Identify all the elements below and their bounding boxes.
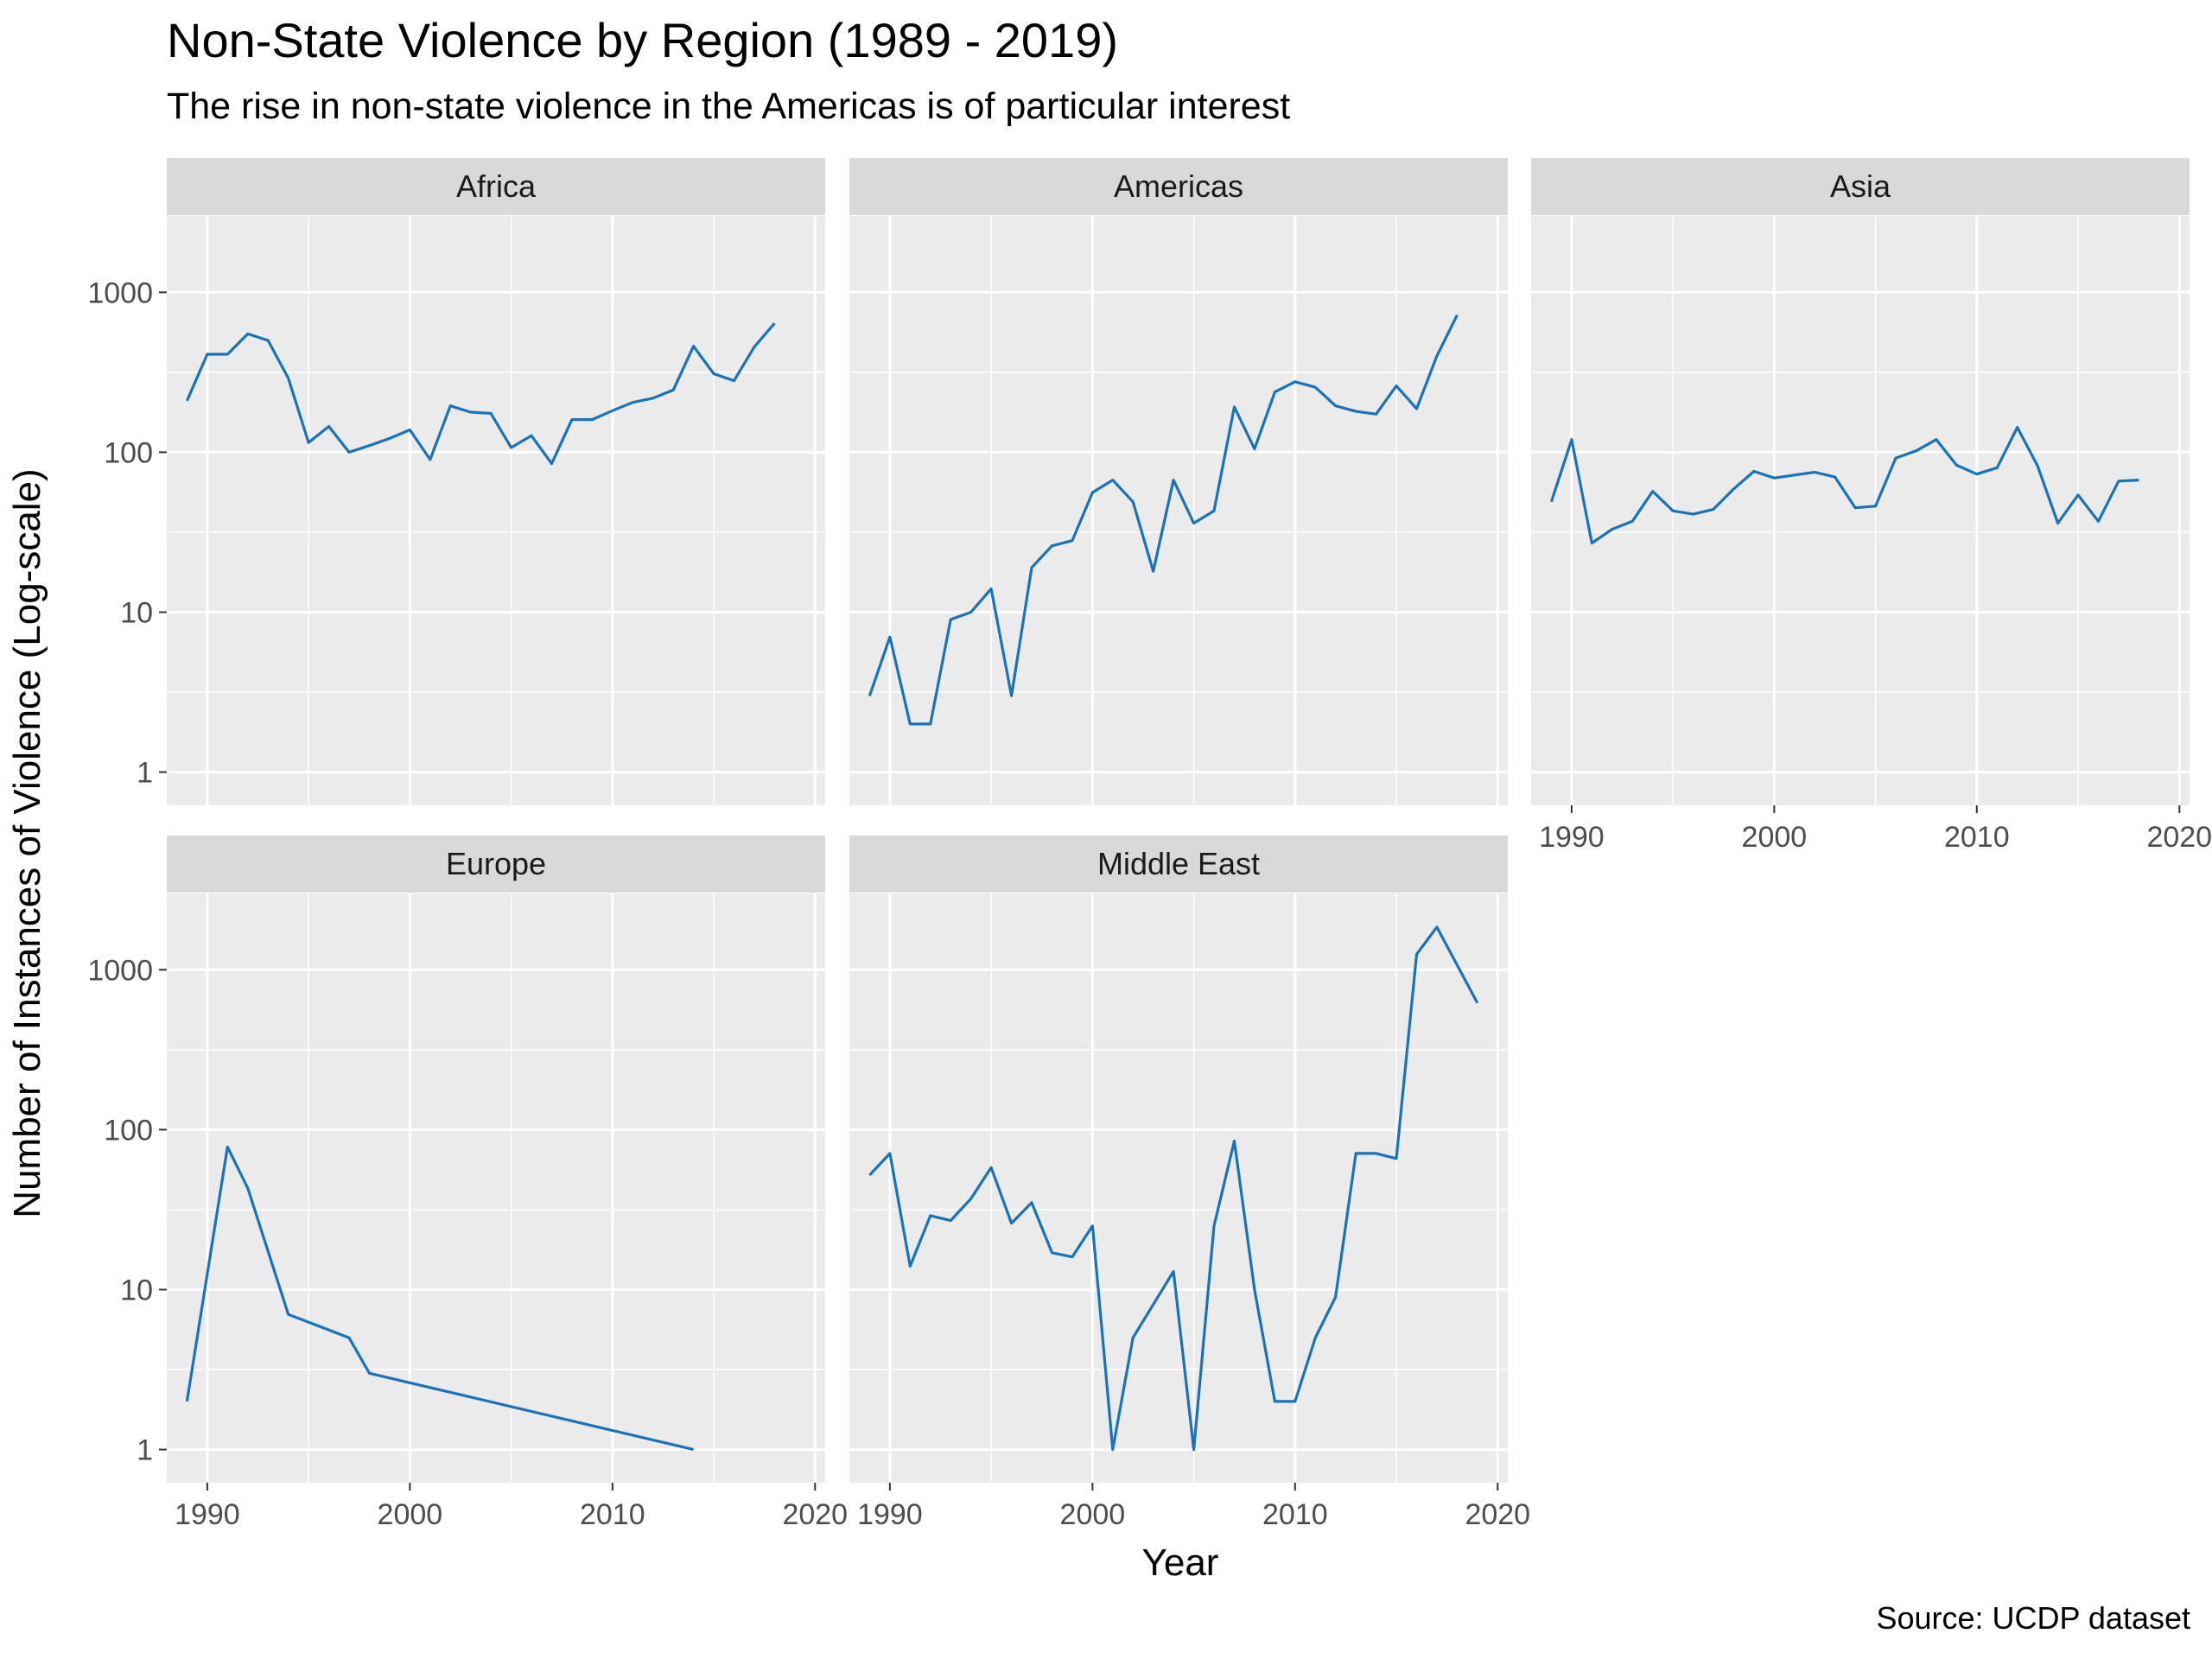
facet-strip-label: Asia xyxy=(1830,168,1891,204)
x-tick-label: 2010 xyxy=(580,1498,645,1531)
y-tick-label: 1000 xyxy=(87,954,153,987)
x-axis-label: Year xyxy=(1142,1541,1219,1584)
chart-subtitle: The rise in non-state violence in the Am… xyxy=(167,86,1290,127)
facet-strip xyxy=(849,836,1508,893)
facet-strip-label: Africa xyxy=(456,168,537,204)
series-line-americas xyxy=(868,314,1459,726)
x-tick-label: 1990 xyxy=(857,1498,923,1531)
y-tick-label: 100 xyxy=(104,436,153,469)
y-tick-label: 1000 xyxy=(87,276,153,309)
series-line-middle-east xyxy=(868,925,1479,1452)
chart-title: Non-State Violence by Region (1989 - 201… xyxy=(167,13,1118,67)
facet-africa: Africa 1 10 100 1000 xyxy=(87,158,825,805)
facet-asia: Asia 1990 2000 2010 2020 xyxy=(1531,158,2212,854)
x-tick-label: 2000 xyxy=(378,1498,443,1531)
y-tick-label: 1 xyxy=(137,1434,153,1467)
facet-europe: Europe 1 10 100 1000 1990 2000 2010 2020 xyxy=(87,836,848,1531)
facet-panel xyxy=(167,216,825,805)
x-tick-label: 2010 xyxy=(1262,1498,1328,1531)
x-tick-label: 2000 xyxy=(1742,821,1808,854)
y-tick-label: 10 xyxy=(120,596,153,629)
facet-middle-east: Middle East 1990 2000 2010 2020 xyxy=(849,836,1530,1531)
y-tick-label: 10 xyxy=(120,1274,153,1306)
facet-strip xyxy=(849,158,1508,215)
series-line-africa xyxy=(185,322,776,466)
chart-caption: Source: UCDP dataset xyxy=(1876,1600,2190,1636)
facet-strip xyxy=(167,836,825,893)
x-tick-label: 2000 xyxy=(1060,1498,1126,1531)
x-tick-label: 1990 xyxy=(1539,821,1605,854)
facet-strip-label: Europe xyxy=(446,846,546,881)
x-tick-label: 2020 xyxy=(2146,821,2212,854)
x-tick-label: 2020 xyxy=(1465,1498,1530,1531)
facet-strip xyxy=(1531,158,2190,215)
facet-grid: Africa 1 10 100 1000 Americas Asia 1990 2000 2010… xyxy=(87,158,2212,1531)
facet-americas: Americas xyxy=(849,158,1508,805)
x-tick-label: 1990 xyxy=(175,1498,240,1531)
facet-panel xyxy=(849,893,1508,1483)
facet-panel xyxy=(167,893,825,1483)
series-line-asia xyxy=(1549,426,2139,545)
facet-panel xyxy=(849,216,1508,805)
x-tick-label: 2020 xyxy=(782,1498,848,1531)
facet-strip-label: Middle East xyxy=(1097,846,1260,881)
series-line-europe xyxy=(185,1145,694,1452)
y-axis-label: Number of Instances of Violence (Log-sca… xyxy=(6,468,48,1217)
y-tick-label: 100 xyxy=(104,1114,153,1147)
facet-strip-label: Americas xyxy=(1114,168,1243,204)
x-tick-label: 2010 xyxy=(1944,821,2010,854)
y-tick-label: 1 xyxy=(137,757,153,790)
facet-strip xyxy=(167,158,825,215)
